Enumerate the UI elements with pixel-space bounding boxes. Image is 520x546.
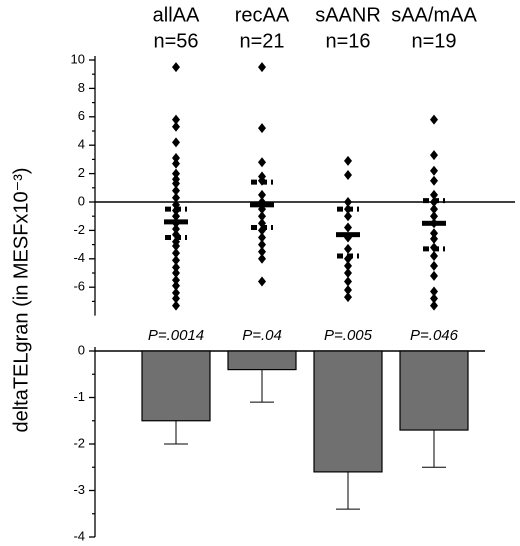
y-tick-label: -1	[73, 389, 85, 404]
bar	[227, 350, 297, 371]
data-point	[430, 114, 438, 125]
category-label: recAA	[235, 4, 290, 26]
n-label: n=56	[153, 30, 198, 52]
data-point	[172, 62, 180, 73]
data-point	[430, 175, 438, 186]
y-tick-label: 0	[78, 193, 85, 208]
y-tick-label: -3	[73, 482, 85, 497]
data-point	[258, 211, 266, 222]
data-point	[172, 178, 180, 189]
data-point	[430, 300, 438, 311]
data-point	[258, 276, 266, 287]
category-label: sAA/mAA	[391, 4, 477, 26]
mean-line	[250, 202, 274, 208]
data-point	[172, 248, 180, 259]
data-point	[258, 189, 266, 200]
data-point	[344, 268, 352, 278]
data-point	[172, 255, 180, 266]
data-point	[258, 253, 266, 264]
p-value: P=.046	[410, 327, 459, 344]
y-tick-label: -4	[73, 250, 85, 265]
data-point	[430, 150, 438, 161]
data-point	[172, 152, 180, 163]
data-point	[344, 285, 352, 296]
data-point	[172, 300, 180, 311]
data-point	[430, 250, 438, 261]
data-point	[172, 293, 180, 304]
data-point	[344, 211, 352, 222]
data-point	[430, 165, 438, 176]
y-tick-label: -4	[73, 528, 85, 543]
data-point	[344, 222, 352, 233]
data-point	[258, 123, 266, 134]
data-point	[430, 233, 438, 244]
p-value: P=.04	[242, 327, 282, 344]
data-point	[172, 268, 180, 278]
mean-line	[336, 232, 360, 238]
data-point	[430, 293, 438, 304]
data-point	[430, 286, 438, 297]
mean-line	[164, 219, 188, 225]
y-tick-label: -2	[73, 435, 85, 450]
data-point	[172, 262, 180, 273]
data-point	[258, 157, 266, 168]
data-point	[172, 287, 180, 298]
y-tick-label: 4	[78, 137, 85, 152]
data-point	[172, 211, 180, 222]
data-point	[172, 275, 180, 286]
n-label: n=19	[411, 30, 456, 52]
data-point	[430, 189, 438, 200]
data-point	[258, 232, 266, 243]
y-tick-label: 2	[78, 165, 85, 180]
data-point	[172, 185, 180, 196]
bar	[141, 350, 211, 422]
n-label: n=21	[239, 30, 284, 52]
data-point	[430, 204, 438, 215]
category-label: sAANR	[315, 4, 381, 26]
data-point	[258, 62, 266, 73]
y-tick-label: 6	[78, 108, 85, 123]
data-point	[172, 121, 180, 132]
y-tick-label: -6	[73, 279, 85, 294]
y-axis-label: deltaTELgran (in MESFx10⁻³)	[10, 167, 32, 432]
data-point	[172, 192, 180, 203]
bar	[399, 350, 469, 431]
data-point	[172, 280, 180, 291]
data-point	[430, 211, 438, 222]
data-point	[430, 228, 438, 239]
mean-line	[422, 220, 446, 226]
data-point	[344, 260, 352, 271]
data-point	[344, 292, 352, 303]
y-tick-label: -2	[73, 222, 85, 237]
data-point	[172, 158, 180, 169]
category-label: allAA	[153, 4, 200, 26]
data-point	[172, 223, 180, 234]
y-tick-label: 8	[78, 80, 85, 95]
data-point	[172, 168, 180, 179]
data-point	[430, 260, 438, 271]
n-label: n=16	[325, 30, 370, 52]
data-point	[172, 137, 180, 148]
data-point	[344, 253, 352, 264]
data-point	[430, 270, 438, 281]
p-value: P=.005	[324, 327, 373, 344]
p-value: P=.0014	[148, 327, 204, 344]
data-point	[172, 241, 180, 252]
data-point	[258, 246, 266, 257]
data-point	[172, 114, 180, 125]
y-tick-label: 10	[71, 51, 85, 66]
data-point	[258, 239, 266, 250]
bar	[313, 350, 383, 473]
data-point	[344, 155, 352, 166]
data-point	[344, 276, 352, 287]
y-tick-label: 0	[78, 342, 85, 357]
data-point	[344, 170, 352, 181]
data-point	[344, 243, 352, 254]
data-point	[344, 197, 352, 207]
